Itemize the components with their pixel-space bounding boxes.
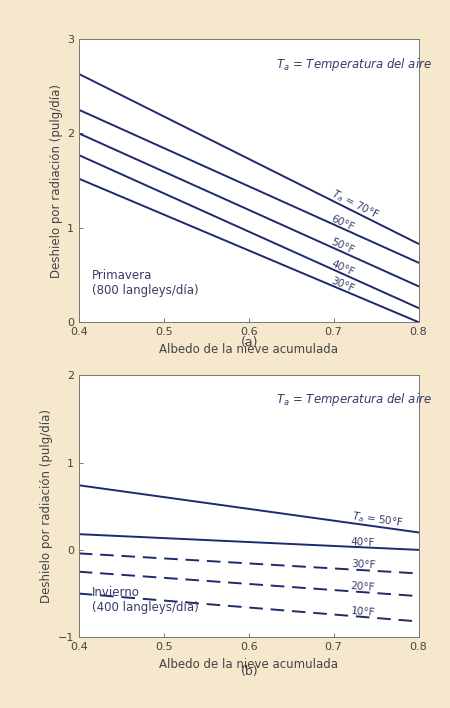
Text: Invierno
(400 langleys/día): Invierno (400 langleys/día): [92, 586, 199, 614]
Text: $T_a$ = 50°F: $T_a$ = 50°F: [351, 509, 404, 530]
Y-axis label: Deshielo por radiación (pulg/día): Deshielo por radiación (pulg/día): [50, 84, 63, 278]
X-axis label: Albedo de la nieve acumulada: Albedo de la nieve acumulada: [159, 343, 338, 355]
Text: (b): (b): [241, 665, 259, 678]
Text: 30°F: 30°F: [329, 275, 356, 294]
Y-axis label: Deshielo por radiación (pulg/día): Deshielo por radiación (pulg/día): [40, 409, 54, 603]
Text: 60°F: 60°F: [329, 213, 356, 232]
X-axis label: Albedo de la nieve acumulada: Albedo de la nieve acumulada: [159, 658, 338, 670]
Text: $T_a$ = Temperatura del aire: $T_a$ = Temperatura del aire: [276, 56, 432, 73]
Text: 40°F: 40°F: [351, 537, 375, 548]
Text: 50°F: 50°F: [329, 237, 356, 256]
Text: (a): (a): [241, 336, 258, 349]
Text: 30°F: 30°F: [351, 559, 375, 571]
Text: $T_a$ = Temperatura del aire: $T_a$ = Temperatura del aire: [276, 391, 432, 408]
Text: 20°F: 20°F: [351, 581, 375, 593]
Text: Primavera
(800 langleys/día): Primavera (800 langleys/día): [92, 268, 199, 297]
Text: 10°F: 10°F: [351, 606, 376, 618]
Text: $T_a$ = 70°F: $T_a$ = 70°F: [329, 187, 382, 222]
Text: 40°F: 40°F: [329, 258, 356, 278]
